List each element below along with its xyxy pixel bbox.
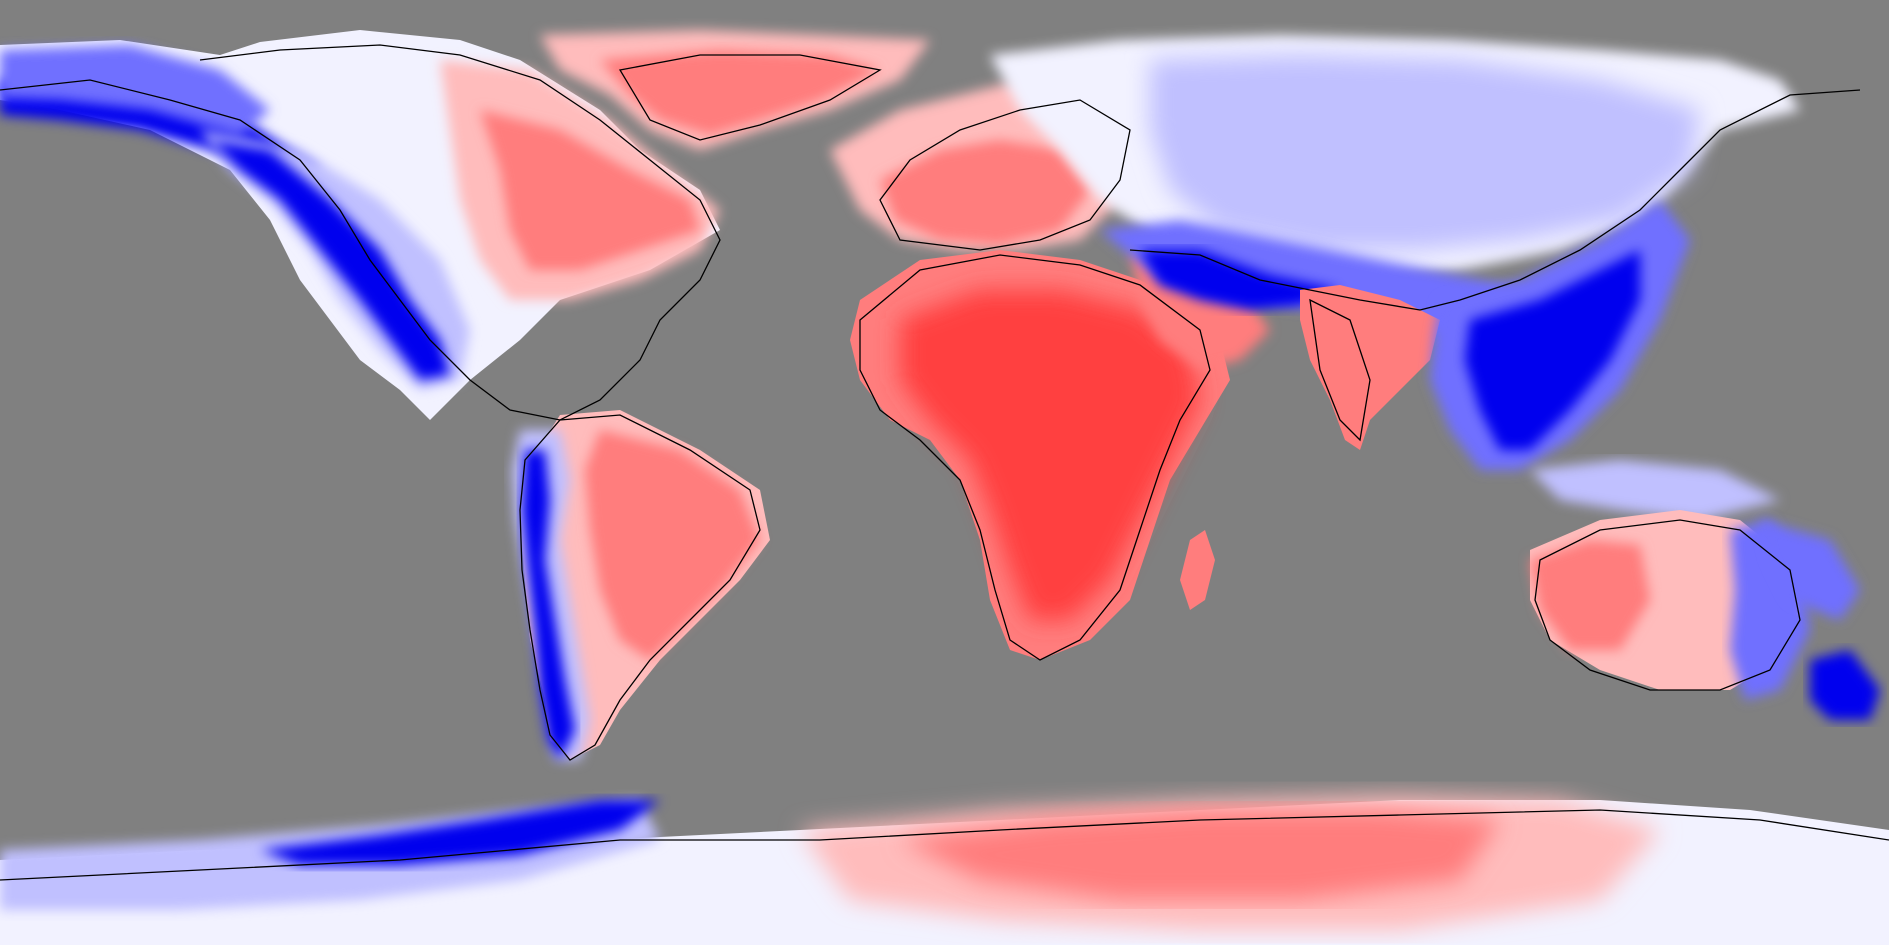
- region-europe: [880, 140, 1090, 245]
- region-melanesia: [1760, 520, 1860, 620]
- asia: [990, 35, 1800, 520]
- coastline-north-america: [0, 44, 721, 421]
- region-antarctic-peninsula: [260, 800, 660, 865]
- region-eastern-south-america: [585, 430, 760, 660]
- region-africa: [900, 290, 1200, 620]
- coastlines: [0, 44, 1889, 881]
- coastline-antarctica: [0, 809, 1889, 881]
- europe-africa: [830, 70, 1270, 660]
- region-northern-asia: [1150, 55, 1700, 250]
- region-new-zealand: [1810, 650, 1880, 720]
- region-madagascar: [1180, 530, 1215, 610]
- north-america: [0, 30, 720, 420]
- region-eastern-na: [480, 110, 700, 270]
- coastline-africa: [859, 254, 1211, 661]
- south-america: [512, 410, 770, 760]
- region-western-na-rockies: [210, 140, 450, 380]
- australia: [1530, 510, 1880, 720]
- region-andes: [522, 450, 575, 760]
- region-greenland: [600, 50, 880, 135]
- greenland: [540, 30, 930, 150]
- region-indonesia: [1530, 460, 1780, 520]
- coastline-south-america: [519, 414, 761, 761]
- coastline-asia: [1129, 89, 1861, 311]
- region-alaska-halo: [0, 45, 270, 135]
- region-southeast-asia: [1465, 250, 1640, 450]
- coastline-india: [1309, 298, 1371, 442]
- coastline-greenland: [618, 54, 882, 141]
- region-central-asia: [1140, 250, 1340, 310]
- coastline-australia: [1534, 519, 1801, 691]
- region-western-australia: [1530, 540, 1650, 650]
- region-east-antarctica: [900, 810, 1500, 900]
- coastline-europe: [879, 99, 1131, 251]
